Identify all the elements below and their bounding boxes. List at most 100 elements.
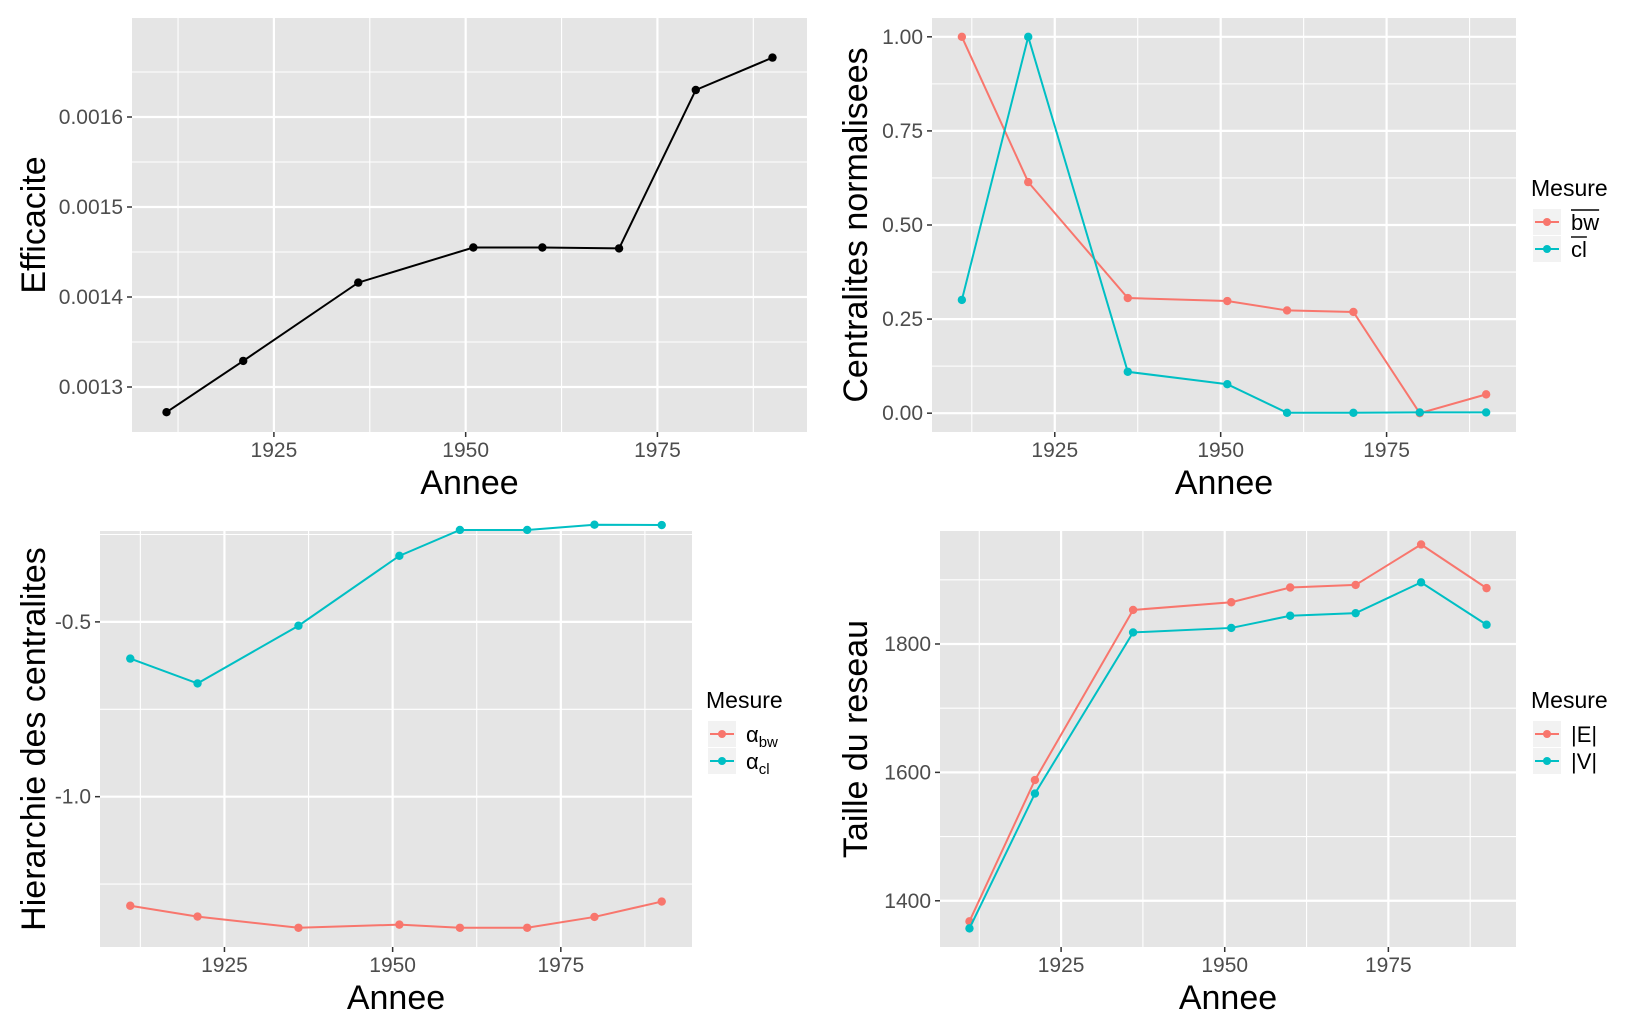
data-point bbox=[1285, 583, 1295, 592]
data-point bbox=[691, 85, 700, 95]
y-axis-title: Efficacite bbox=[15, 156, 53, 293]
y-tick-label: 0.50 bbox=[882, 214, 923, 237]
y-tick-label: 0.25 bbox=[882, 308, 923, 331]
y-axis-title: Centralites normalisees bbox=[837, 47, 875, 402]
data-point bbox=[1416, 540, 1426, 549]
x-axis-title: Annee bbox=[1179, 979, 1277, 1017]
data-point bbox=[957, 32, 967, 42]
data-point bbox=[1123, 293, 1132, 303]
data-point bbox=[193, 912, 202, 921]
data-point bbox=[1416, 578, 1426, 587]
legend-label: αcl bbox=[746, 749, 770, 778]
data-point bbox=[965, 924, 974, 933]
legend-key-point bbox=[718, 757, 726, 765]
legend-key-point bbox=[1543, 218, 1551, 226]
y-tick-label: 1800 bbox=[884, 633, 931, 656]
y-tick-label: 0.0013 bbox=[59, 376, 123, 399]
y-tick-label: -1.0 bbox=[55, 786, 91, 809]
data-point bbox=[590, 520, 599, 529]
x-tick-label: 1925 bbox=[201, 954, 248, 977]
data-point bbox=[1223, 296, 1232, 306]
data-point bbox=[590, 912, 599, 922]
legend-title: Mesure bbox=[1531, 175, 1608, 201]
data-point bbox=[657, 520, 666, 530]
panel-efficacite: 1925 1950 1975 0.0013 0.0014 0.0015 0.0016 Anne… bbox=[15, 18, 807, 502]
data-point bbox=[294, 621, 303, 630]
data-point bbox=[1282, 306, 1292, 315]
x-axis-title: Annee bbox=[347, 979, 445, 1017]
plot-background bbox=[940, 531, 1516, 947]
x-tick-label: 1950 bbox=[1201, 954, 1248, 977]
y-tick-label: 1600 bbox=[884, 761, 931, 784]
data-point bbox=[162, 408, 171, 417]
data-point bbox=[455, 923, 465, 932]
data-point bbox=[1349, 307, 1358, 317]
legend-title: Mesure bbox=[1531, 687, 1608, 713]
data-point bbox=[1282, 408, 1292, 418]
data-point bbox=[239, 356, 248, 366]
data-point bbox=[1415, 408, 1424, 417]
data-point bbox=[1128, 605, 1138, 615]
panel-centralites: 1925 1950 1975 0.00 0.25 0.50 0.75 1.00 Annee Cen… bbox=[837, 18, 1608, 502]
data-point bbox=[193, 679, 202, 688]
data-point bbox=[469, 243, 478, 252]
data-point bbox=[614, 244, 624, 253]
data-point bbox=[1030, 789, 1040, 798]
x-tick-label: 1950 bbox=[369, 954, 416, 977]
data-point bbox=[354, 278, 363, 287]
data-point bbox=[957, 295, 967, 305]
legend-key-point bbox=[1543, 757, 1551, 765]
data-point bbox=[1123, 367, 1132, 376]
y-axis-title: Taille du reseau bbox=[837, 620, 875, 858]
data-point bbox=[455, 525, 465, 535]
legend-key-point bbox=[718, 730, 726, 738]
panel-taille: 1925 1950 1975 1400 1600 1800 Annee Taille du r… bbox=[837, 531, 1608, 1017]
series-line-|V| bbox=[968, 581, 1488, 929]
legend-label: |V| bbox=[1571, 749, 1597, 774]
y-axis-title: Hierarchie des centralites bbox=[15, 547, 53, 931]
y-tick-label: 0.75 bbox=[882, 120, 923, 143]
data-point bbox=[1351, 608, 1360, 618]
panel-hierarchie: 1925 1950 1975 -1.0 -0.5 Annee Hierarchie des … bbox=[15, 520, 783, 1017]
x-tick-label: 1975 bbox=[1365, 954, 1412, 977]
data-point bbox=[126, 901, 135, 910]
data-point bbox=[538, 243, 547, 252]
data-point bbox=[1223, 380, 1232, 389]
x-tick-label: 1925 bbox=[1031, 439, 1078, 462]
data-point bbox=[1481, 408, 1491, 417]
legend-label: bw bbox=[1571, 210, 1599, 235]
data-point bbox=[1227, 598, 1236, 607]
y-tick-label: 0.0015 bbox=[59, 196, 123, 219]
x-tick-label: 1975 bbox=[1363, 439, 1410, 462]
legend-label: cl bbox=[1571, 237, 1587, 262]
data-point bbox=[395, 551, 404, 561]
data-point bbox=[1349, 408, 1358, 418]
data-point bbox=[1482, 620, 1491, 629]
y-tick-label: 0.0016 bbox=[59, 106, 123, 129]
series-line-cl bbox=[960, 33, 1487, 414]
x-tick-label: 1925 bbox=[1038, 954, 1085, 977]
data-point bbox=[522, 923, 532, 932]
y-tick-label: 1400 bbox=[884, 890, 931, 913]
data-point bbox=[1024, 32, 1033, 42]
data-point bbox=[1227, 623, 1236, 633]
plot-background bbox=[100, 531, 692, 947]
plot-background bbox=[132, 18, 807, 432]
x-axis-title: Annee bbox=[1175, 464, 1273, 502]
x-tick-label: 1925 bbox=[251, 439, 298, 462]
data-point bbox=[657, 897, 666, 906]
x-tick-label: 1950 bbox=[442, 439, 489, 462]
legend: Mesure |E||V| bbox=[1531, 687, 1608, 774]
x-tick-label: 1975 bbox=[537, 954, 584, 977]
data-point bbox=[395, 920, 404, 929]
data-point bbox=[1351, 580, 1360, 590]
series-line-αcl bbox=[129, 523, 662, 685]
data-point bbox=[1482, 583, 1491, 593]
legend-key-point bbox=[1543, 245, 1551, 253]
data-point bbox=[126, 654, 135, 663]
series-line-bw bbox=[960, 36, 1487, 415]
data-point bbox=[1128, 628, 1138, 637]
data-point bbox=[294, 923, 303, 932]
legend-label: |E| bbox=[1571, 722, 1597, 747]
